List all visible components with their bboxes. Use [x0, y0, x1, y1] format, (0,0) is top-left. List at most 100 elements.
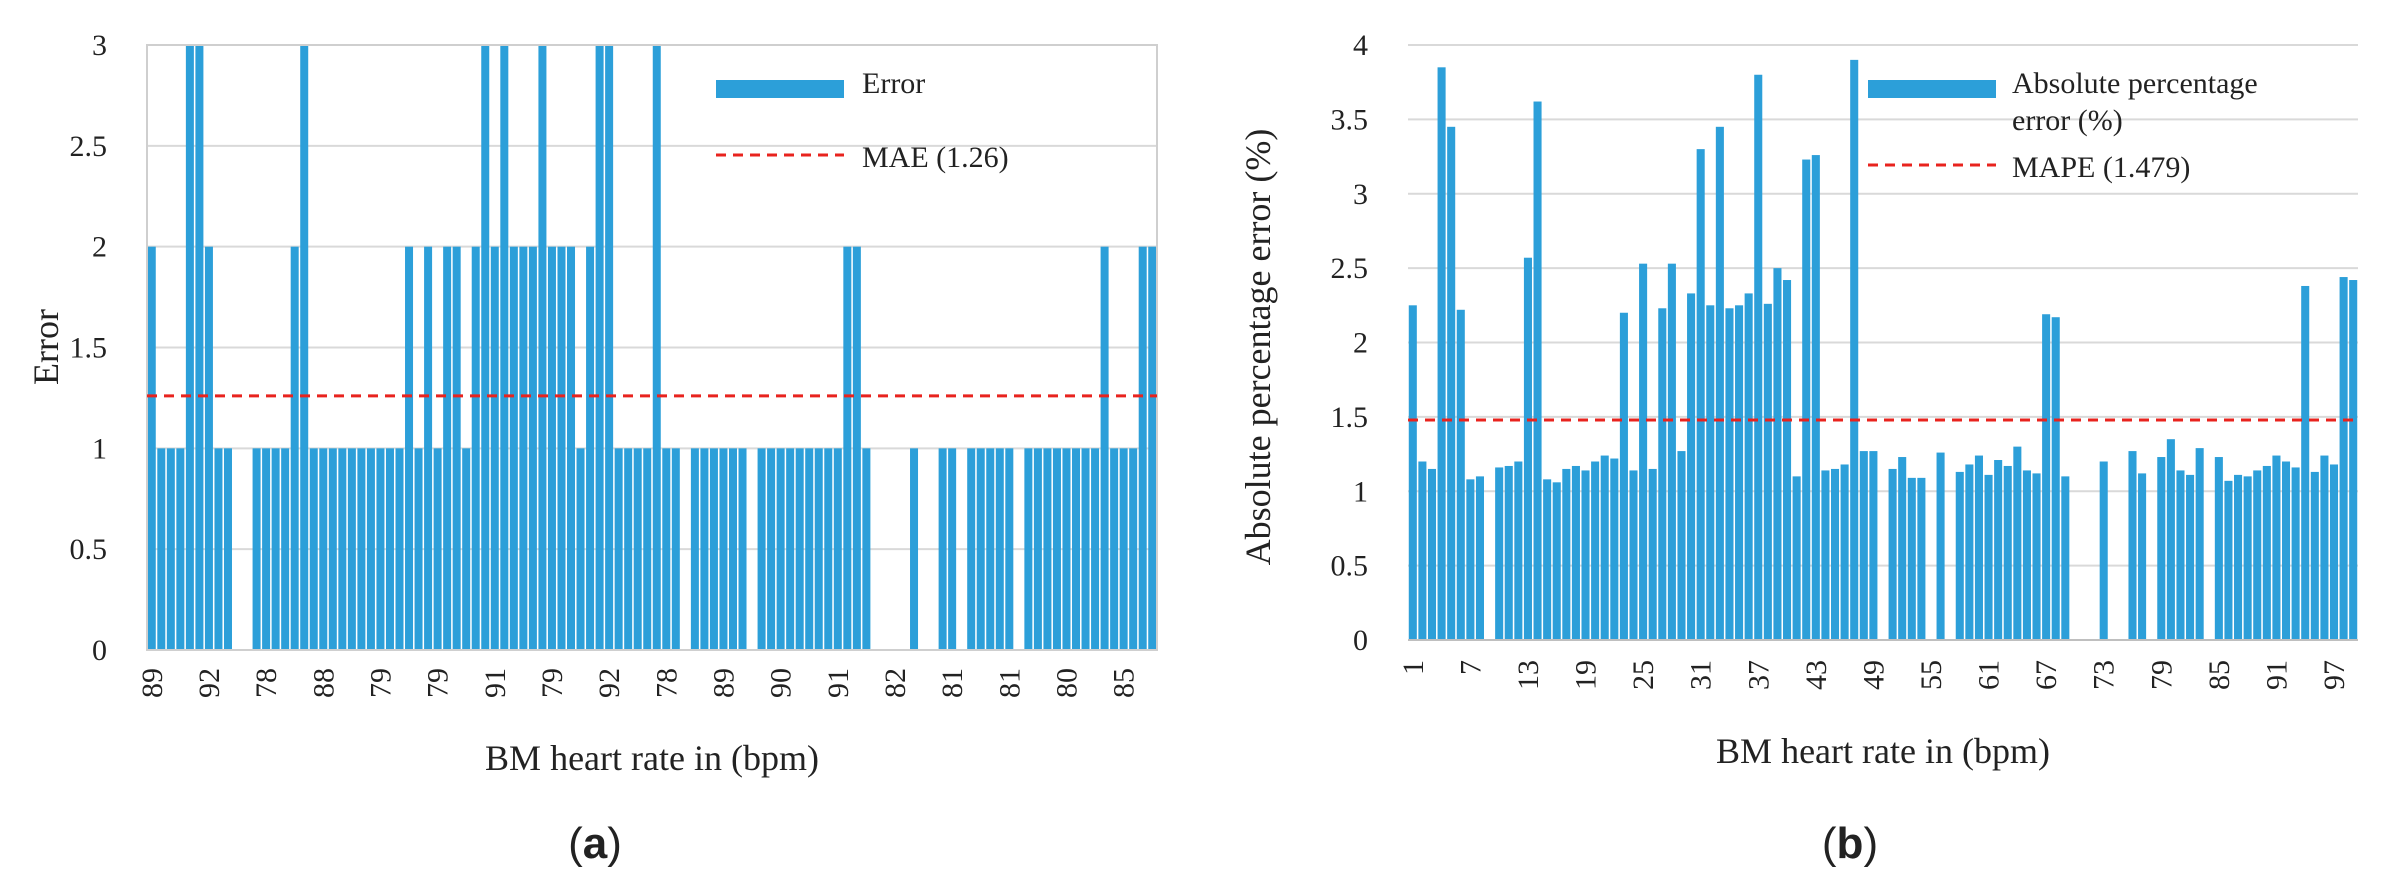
bar [281, 448, 290, 650]
bar [2291, 467, 2300, 640]
bar [757, 448, 766, 650]
bar [2195, 448, 2204, 640]
bar [1706, 305, 1715, 640]
x-tick-label: 89 [707, 668, 740, 698]
bar [2003, 465, 2012, 640]
bar [347, 448, 356, 650]
bar [1744, 293, 1753, 640]
bar [709, 448, 718, 650]
bar [1148, 246, 1157, 650]
bar [1984, 474, 1993, 640]
x-axis-label: BM heart rate in (bpm) [1716, 731, 2050, 771]
bar [700, 448, 709, 650]
bar [786, 448, 795, 650]
bar [1456, 309, 1465, 640]
chart-b: 0 0.5 1 1.5 2 2.5 3 3.5 4 1 7 13 19 25 31 37 43 49 55 61 67 7… [1238, 29, 2358, 868]
legend-label: Error [862, 67, 925, 100]
bar [2253, 470, 2262, 640]
bar [2224, 480, 2233, 640]
y-tick-label: 1.5 [70, 332, 108, 365]
bar [1591, 461, 1600, 640]
bar [1715, 126, 1724, 640]
bar [214, 448, 223, 650]
x-tick-label: 78 [650, 668, 683, 698]
bar [1648, 468, 1657, 640]
bar [910, 448, 919, 650]
x-tick-label: 81 [936, 668, 969, 698]
bar [1052, 448, 1061, 650]
bar [1974, 455, 1983, 640]
bar [357, 448, 366, 650]
y-tick-label: 2 [1353, 327, 1368, 360]
x-tick-label: 1 [1397, 660, 1430, 675]
x-tick-label: 31 [1685, 660, 1718, 690]
bar [395, 448, 404, 650]
bar [662, 448, 671, 650]
bar [1514, 461, 1523, 640]
bar [995, 448, 1004, 650]
bar [2099, 461, 2108, 640]
y-tick-label: 3 [92, 29, 107, 62]
bar [2329, 464, 2339, 640]
bar [2061, 476, 2070, 640]
bar [643, 448, 652, 650]
bar [1408, 305, 1417, 640]
bar [690, 448, 699, 650]
x-tick-label: 25 [1627, 660, 1660, 690]
x-tick-label: 49 [1857, 660, 1890, 690]
bar [595, 45, 604, 650]
bar [1802, 159, 1811, 640]
x-tick-label: 81 [993, 668, 1026, 698]
y-tick-label: 2.5 [1331, 252, 1369, 285]
bar [1005, 448, 1014, 650]
bar [1725, 308, 1734, 640]
bar [252, 448, 261, 650]
x-tick-label: 91 [822, 668, 855, 698]
bar [833, 448, 842, 650]
bar [1629, 470, 1638, 640]
x-tick-label: 88 [307, 668, 340, 698]
bar [2186, 474, 2195, 640]
y-tick-label: 1 [1353, 475, 1368, 508]
bar [1859, 451, 1868, 640]
bar [2157, 457, 2166, 640]
y-tick-label: 1.5 [1331, 401, 1369, 434]
bar [2262, 465, 2271, 640]
bar [481, 45, 490, 650]
bar [824, 448, 833, 650]
bar [1696, 149, 1705, 640]
bar [1504, 465, 1513, 640]
y-tick-label: 0.5 [70, 533, 108, 566]
x-tick-label: 92 [593, 668, 626, 698]
bar [805, 448, 814, 650]
bar [1994, 460, 2003, 640]
x-tick-label: 79 [364, 668, 397, 698]
bar [1955, 471, 1964, 640]
bar [1571, 465, 1580, 640]
y-tick-label: 3.5 [1331, 103, 1369, 136]
x-tick-label: 91 [2260, 660, 2293, 690]
bar [443, 246, 452, 650]
bar [1495, 467, 1504, 640]
bar [1129, 448, 1138, 650]
bar [986, 448, 995, 650]
x-tick-label: 85 [2203, 660, 2236, 690]
x-tick-label: 67 [2030, 660, 2063, 690]
chart-a: 0 0.5 1 1.5 2 2.5 3 89 92 78 88 79 79 91 79 92 78 89 90 91 8… [26, 29, 1158, 868]
bar [1119, 448, 1128, 650]
bar [1110, 448, 1119, 650]
x-tick-label: 73 [2088, 660, 2121, 690]
legend-label: MAE (1.26) [862, 141, 1009, 174]
bar [719, 448, 728, 650]
panel-caption: (a) [568, 819, 622, 868]
bar [471, 246, 480, 650]
bar [405, 246, 414, 650]
bar [2339, 277, 2348, 640]
legend-bar-swatch [1868, 80, 1996, 98]
bar [1552, 482, 1561, 640]
bar [1898, 457, 1907, 640]
bar [538, 45, 547, 650]
bar [414, 448, 423, 650]
bar [1888, 468, 1897, 640]
bar [2301, 285, 2310, 640]
